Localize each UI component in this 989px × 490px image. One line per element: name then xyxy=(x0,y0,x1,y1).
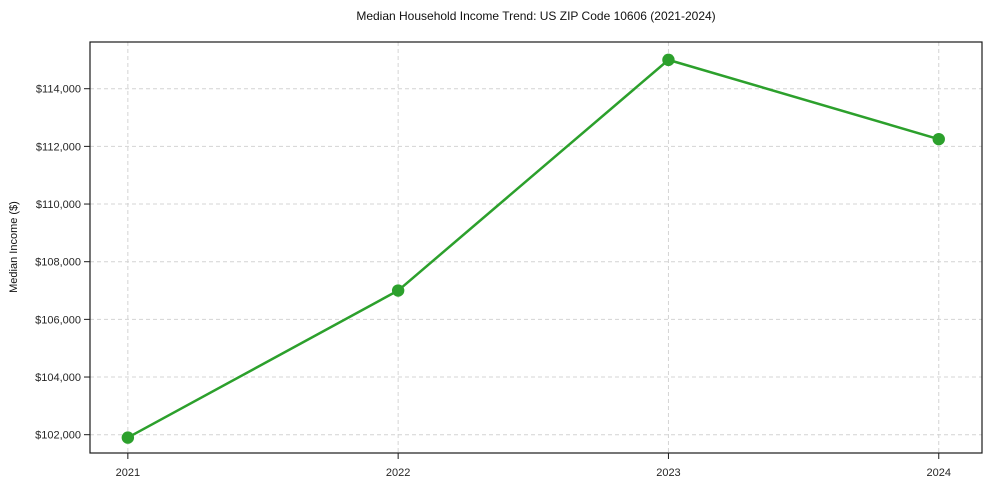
y-tick-label: $104,000 xyxy=(35,372,81,384)
chart-title: Median Household Income Trend: US ZIP Co… xyxy=(356,9,716,23)
trend-line xyxy=(126,58,941,439)
y-tick-label: $108,000 xyxy=(35,257,81,269)
x-tick-label: 2024 xyxy=(927,467,951,479)
x-tick-label: 2022 xyxy=(386,467,410,479)
data-point-2024 xyxy=(932,132,945,146)
y-tick-label: $110,000 xyxy=(36,199,81,211)
data-point-2021 xyxy=(121,431,135,444)
x-tick-label: 2023 xyxy=(656,467,680,479)
y-tick-label: $112,000 xyxy=(36,141,81,153)
y-tick-label: $102,000 xyxy=(35,430,81,442)
data-point-2023 xyxy=(662,53,675,67)
y-tick-label: $106,000 xyxy=(35,314,81,326)
data-point-2022 xyxy=(391,284,405,297)
axes-frame xyxy=(89,41,983,454)
x-tick-label: 2021 xyxy=(116,467,140,479)
y-tick-label: $114,000 xyxy=(36,84,81,96)
